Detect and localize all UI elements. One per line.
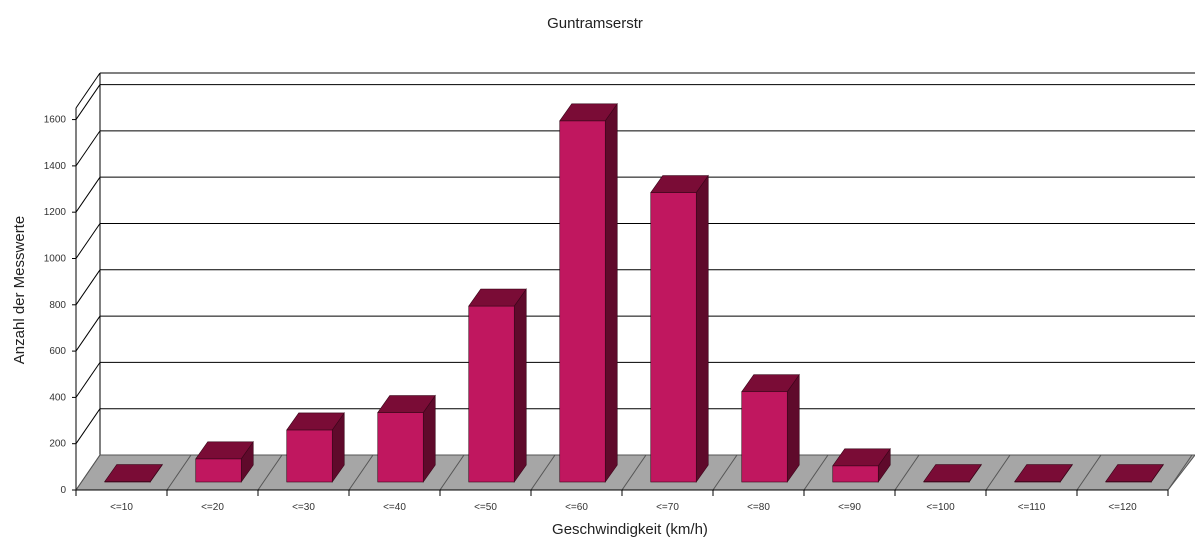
floor-divider <box>1076 454 1102 491</box>
bar-side <box>513 288 527 483</box>
floor-divider <box>75 454 101 491</box>
bar-side <box>786 373 800 483</box>
floor-divider <box>894 454 920 491</box>
bar <box>1014 463 1073 483</box>
bar-top <box>377 395 436 413</box>
bar-top <box>923 464 982 482</box>
x-tick-label: <=50 <box>474 502 497 513</box>
gridline-side <box>75 84 101 120</box>
bar-top <box>286 412 345 431</box>
x-tick-label: <=80 <box>747 502 770 513</box>
bar-front <box>377 412 424 483</box>
x-tick-label: <=110 <box>1018 502 1046 513</box>
y-tick-label: 1000 <box>44 253 67 264</box>
x-axis-ticks: <=10 <=20 <=30 <=40 <=50 <=60 <=70 <=80 <=90 <=10… <box>75 490 1169 513</box>
bar-front <box>741 391 788 483</box>
y-tick-label: 1200 <box>44 207 67 218</box>
bar <box>923 463 982 483</box>
gridline-side <box>75 315 101 352</box>
floor-divider <box>985 454 1011 491</box>
y-tick-label: 1400 <box>44 161 67 172</box>
bar-top <box>741 374 800 393</box>
bar-front <box>559 120 606 483</box>
x-tick-label: <=40 <box>383 502 406 513</box>
bar <box>741 373 800 483</box>
y-tick-label: 600 <box>49 346 66 357</box>
floor-divider <box>348 454 374 491</box>
floor-divider <box>803 454 829 491</box>
floor-divider <box>1167 454 1193 491</box>
bar-top <box>832 448 891 467</box>
x-tick-label: <=70 <box>656 502 679 513</box>
grid <box>75 72 1195 490</box>
y-axis-ticks: 0 200 400 600 800 1000 1200 1400 1600 <box>44 115 76 496</box>
bar <box>286 411 345 483</box>
x-tick-label: <=100 <box>926 502 955 513</box>
y-tick-label: 800 <box>49 300 66 311</box>
x-tick-label: <=30 <box>292 502 315 513</box>
x-tick-label: <=10 <box>110 502 133 513</box>
gridline-side <box>75 130 101 167</box>
gridline-side <box>75 176 101 213</box>
bar-top <box>1014 464 1073 482</box>
bar-front <box>286 429 333 483</box>
x-tick-label: <=90 <box>838 502 861 513</box>
bar <box>195 440 254 483</box>
bar-front <box>832 465 879 483</box>
gridline-side <box>75 223 101 259</box>
bar-side <box>604 102 618 483</box>
bar <box>832 447 891 483</box>
x-axis-label: Geschwindigkeit (km/h) <box>552 521 708 538</box>
chart-title: Guntramserstr <box>547 15 643 32</box>
x-tick-label: <=60 <box>565 502 588 513</box>
bar-front <box>468 305 515 483</box>
bars <box>104 102 1164 483</box>
bar-top <box>468 288 527 307</box>
floor-divider <box>530 454 556 491</box>
floor-divider <box>257 454 283 491</box>
floor-divider <box>621 454 647 491</box>
floor-divider <box>439 454 465 491</box>
bar <box>559 102 618 483</box>
bar <box>650 174 709 483</box>
y-tick-label: 200 <box>49 439 66 450</box>
gridline-side <box>75 408 101 444</box>
gridline-side <box>75 362 101 398</box>
bar-side <box>695 174 709 483</box>
bar <box>1105 463 1164 483</box>
y-tick-label: 1600 <box>44 115 67 126</box>
bar-top <box>559 103 618 122</box>
y-tick-label: 400 <box>49 392 66 403</box>
bar-top <box>104 464 163 482</box>
floor-divider <box>166 454 192 491</box>
y-axis-label: Anzahl der Messwerte <box>11 216 28 364</box>
y-tick-label: 0 <box>60 485 66 496</box>
x-tick-label: <=20 <box>201 502 224 513</box>
bar-front <box>650 192 697 483</box>
bar <box>104 463 163 483</box>
gridline-side <box>75 72 101 109</box>
bar-front <box>195 458 242 483</box>
gridline-side <box>75 269 101 306</box>
bar-top <box>650 175 709 193</box>
bar <box>377 394 436 483</box>
x-tick-label: <=120 <box>1108 502 1137 513</box>
floor-divider <box>712 454 738 491</box>
bar <box>468 288 527 483</box>
bar-top <box>1105 464 1164 482</box>
bar-top <box>195 441 254 460</box>
